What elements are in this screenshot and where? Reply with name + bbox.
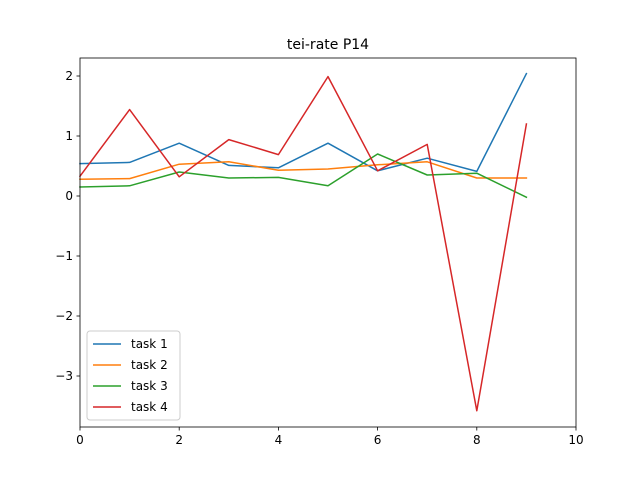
y-tick-label: −1: [55, 249, 73, 263]
chart-title: tei-rate P14: [287, 37, 369, 53]
y-tick-label: −3: [55, 369, 73, 383]
x-tick-label: 8: [473, 433, 481, 447]
legend-label-1: task 1: [131, 337, 168, 351]
x-tick-label: 6: [374, 433, 382, 447]
plot-area: 0 2 4 6 8 10 −3 −2 −1 0 1 2 task 1 task 2 task 3 task 4: [55, 57, 584, 447]
x-tick-label: 2: [175, 433, 183, 447]
series-line-4: [78, 75, 528, 412]
series-line-3: [79, 153, 528, 199]
x-tick-label: 0: [76, 433, 84, 447]
series-line-2: [79, 161, 528, 180]
axes-frame: [79, 57, 577, 428]
x-tick-label: 4: [275, 433, 283, 447]
y-tick-label: −2: [55, 309, 73, 323]
legend-label-2: task 2: [131, 358, 168, 372]
y-tick-label: 2: [65, 69, 73, 83]
y-tick-label: 0: [65, 189, 73, 203]
legend-label-4: task 4: [131, 400, 168, 414]
series-line-1: [79, 72, 528, 173]
legend-box: [86, 330, 181, 421]
x-tick-label: 10: [568, 433, 583, 447]
legend-label-3: task 3: [131, 379, 168, 393]
y-tick-label: 1: [65, 129, 73, 143]
